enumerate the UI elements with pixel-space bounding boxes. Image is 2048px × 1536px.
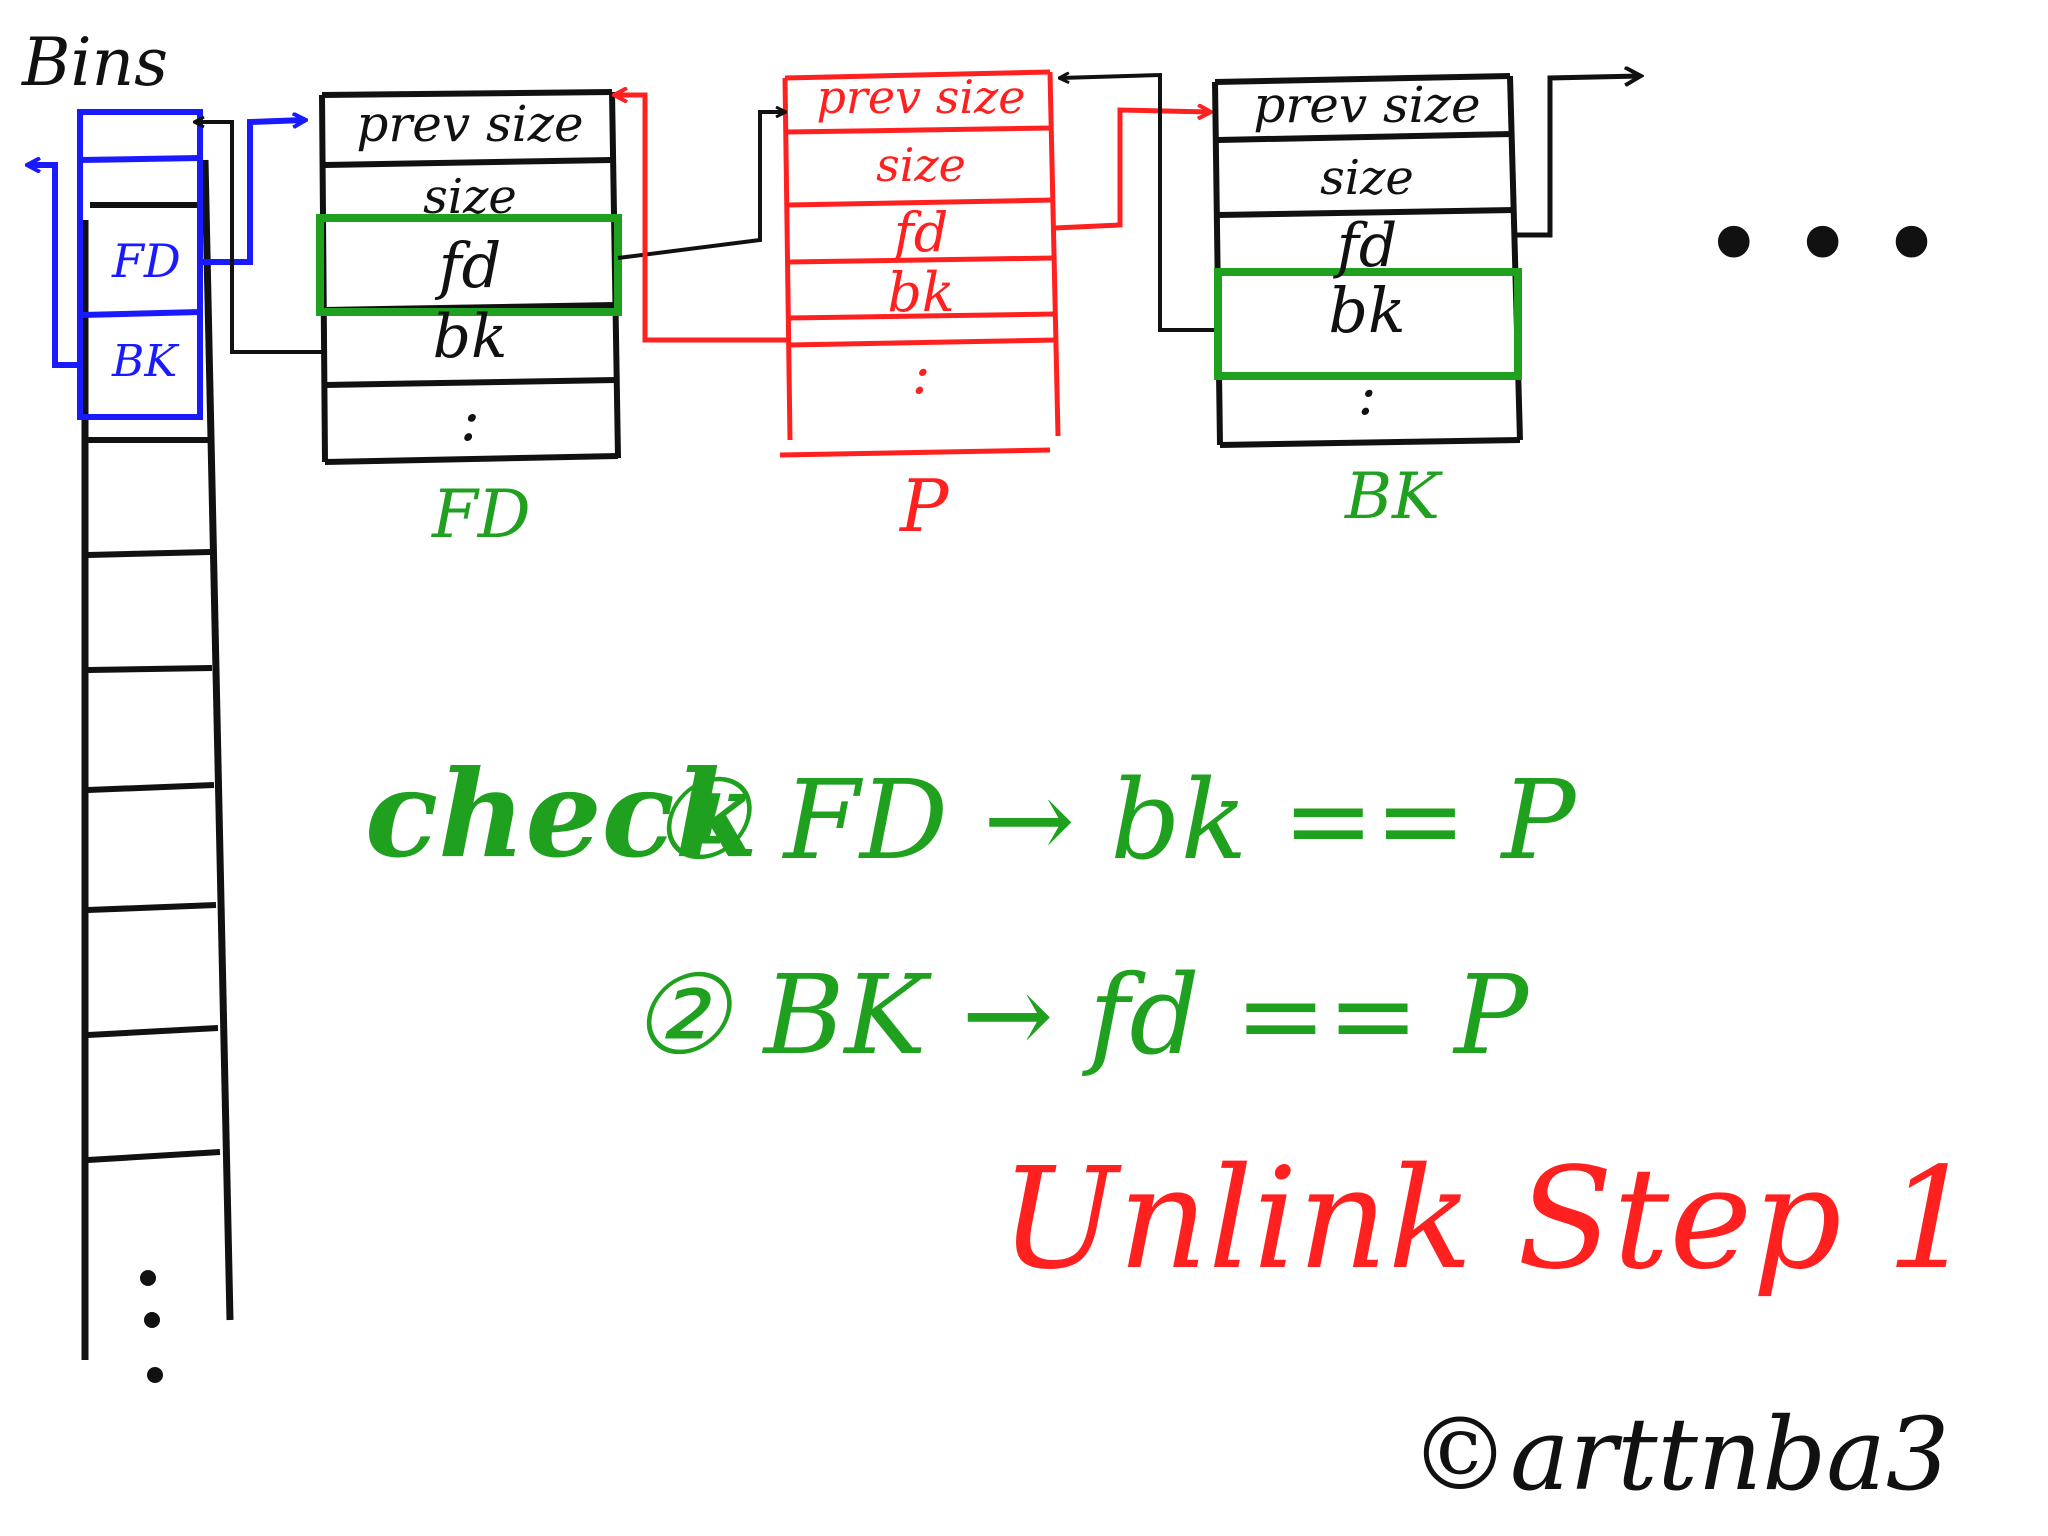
chunk-bk-fd: fd: [1336, 211, 1398, 281]
credit-signature: ©arttnba3: [1410, 1396, 1950, 1513]
chunk-fd-fd: fd: [438, 229, 502, 302]
check-line-1: ① FD → bk == P: [650, 756, 1576, 884]
p-fd-to-bk-arrow: [1054, 110, 1210, 231]
chunk-bk-caption: BK: [1345, 460, 1440, 534]
bins-title: Bins: [22, 24, 168, 101]
bins-column: [28, 109, 305, 1383]
chunk-p-more: :: [911, 342, 931, 407]
bk-fd-to-next-arrow: [1516, 76, 1640, 238]
bk-bk-to-p-arrow: [1060, 75, 1220, 332]
chunk-fd-prev-size: prev size: [356, 95, 584, 153]
chunk-p-prev-size: prev size: [816, 70, 1026, 124]
bin-fd-label: FD: [112, 234, 181, 288]
chunk-bk-size: size: [1320, 150, 1414, 206]
chunk-p: prev size size fd bk :: [788, 72, 1054, 452]
check-prefix: check: [365, 744, 758, 885]
chunk-fd-size: size: [423, 169, 517, 225]
chunk-p-size: size: [876, 138, 966, 192]
chunk-bk-more: :: [1357, 363, 1377, 428]
diagram-title: Unlink Step 1: [1000, 1138, 1976, 1301]
bin-bk-label: BK: [112, 336, 178, 387]
more-chunks-ellipsis: • • •: [1705, 192, 1941, 297]
chunk-fd-box: [316, 89, 622, 465]
p-bk-to-fd-arrow: [615, 95, 788, 343]
chunk-p-caption: P: [900, 464, 949, 548]
chunk-bk-prev-size: prev size: [1253, 76, 1481, 134]
chunk-bk-bk: bk: [1328, 274, 1406, 347]
chunk-fd-more: :: [459, 385, 481, 455]
fd-bk-to-bin-arrow: [195, 122, 325, 354]
chunk-fd-bk: bk: [432, 302, 508, 372]
chunk-bk: prev size size fd bk :: [1218, 78, 1516, 444]
chunk-fd: prev size size fd bk :: [325, 95, 615, 463]
chunk-fd-caption: FD: [432, 476, 531, 553]
chunk-bk-box: [1212, 73, 1523, 448]
chunk-p-fd: fd: [893, 201, 949, 264]
fd-fd-to-p-arrow: [617, 112, 785, 260]
check-line-2: ② BK → fd == P: [630, 951, 1529, 1079]
chunk-p-box: [779, 69, 1061, 458]
chunk-p-bk: bk: [887, 261, 955, 324]
